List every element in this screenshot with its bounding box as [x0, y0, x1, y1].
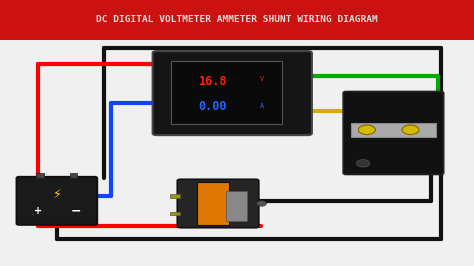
Bar — [170, 212, 180, 215]
FancyBboxPatch shape — [153, 51, 312, 135]
Text: DC DIGITAL VOLTMETER AMMETER SHUNT WIRING DIAGRAM: DC DIGITAL VOLTMETER AMMETER SHUNT WIRIN… — [96, 15, 378, 24]
Text: ⚡: ⚡ — [53, 188, 61, 201]
Circle shape — [257, 201, 266, 206]
FancyBboxPatch shape — [17, 177, 97, 225]
Text: −: − — [71, 204, 81, 217]
Bar — [351, 123, 436, 137]
Circle shape — [358, 125, 375, 135]
FancyBboxPatch shape — [177, 179, 259, 228]
Circle shape — [402, 125, 419, 135]
Bar — [36, 173, 44, 178]
Text: 0.00: 0.00 — [199, 100, 227, 113]
FancyBboxPatch shape — [343, 92, 444, 174]
Text: V: V — [260, 76, 264, 82]
Text: A: A — [260, 103, 264, 109]
Bar — [197, 182, 228, 225]
Bar — [226, 192, 247, 221]
Text: 16.8: 16.8 — [199, 75, 227, 88]
Bar — [70, 173, 77, 178]
Bar — [170, 194, 180, 198]
Bar — [171, 61, 282, 124]
Bar — [0, 0, 474, 40]
Text: +: + — [34, 206, 42, 216]
Circle shape — [356, 160, 370, 167]
